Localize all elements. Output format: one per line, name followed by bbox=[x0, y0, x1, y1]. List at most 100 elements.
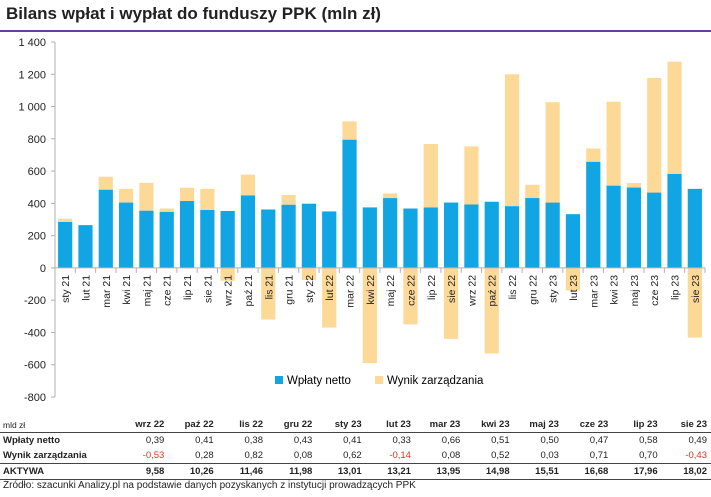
x-tick-label: maj 21 bbox=[141, 275, 153, 307]
table-col-header: gru 22 bbox=[283, 419, 313, 430]
table-cell: 13,95 bbox=[414, 463, 465, 480]
bar-management bbox=[58, 218, 73, 222]
bar-inflows bbox=[423, 207, 438, 268]
y-tick-label: 800 bbox=[28, 134, 46, 146]
x-tick-label: wrz 21 bbox=[223, 275, 235, 307]
bar-inflows bbox=[504, 206, 520, 268]
y-tick-label: -400 bbox=[24, 327, 46, 339]
bar-management bbox=[626, 183, 642, 188]
table-cell: 0,38 bbox=[217, 432, 267, 448]
table-cell: 0,62 bbox=[343, 450, 362, 461]
table-cell: 13,21 bbox=[365, 463, 415, 480]
bar-inflows bbox=[301, 203, 317, 268]
bar-inflows bbox=[464, 204, 479, 268]
x-tick-label: sty 23 bbox=[548, 275, 560, 303]
bar-inflows bbox=[383, 198, 398, 268]
table-col-header: wrz 22 bbox=[135, 419, 165, 430]
legend-label-inflows: Wpłaty netto bbox=[287, 375, 351, 387]
bar-management bbox=[484, 267, 499, 354]
table-cell: 0,71 bbox=[589, 450, 609, 461]
table-cell: 0,70 bbox=[639, 450, 658, 461]
bar-inflows bbox=[443, 202, 459, 268]
bar-management bbox=[545, 102, 560, 203]
table-row-management: Wynik zarządzania -0,53 0,28 0,82 0,08 0… bbox=[0, 448, 711, 464]
x-tick-label: gru 22 bbox=[527, 275, 539, 305]
x-tick-label: sie 23 bbox=[690, 275, 702, 303]
x-tick-label: mar 23 bbox=[588, 275, 600, 308]
source-note: Źródło: szacunki Analizy.pl na podstawie… bbox=[3, 480, 416, 491]
table-cell: 0,08 bbox=[441, 450, 461, 461]
y-tick-label: 0 bbox=[40, 263, 46, 275]
bar-management bbox=[647, 77, 662, 193]
table-cell: 0,52 bbox=[491, 450, 510, 461]
x-tick-label: lip 22 bbox=[426, 275, 438, 300]
x-tick-label: gru 21 bbox=[284, 275, 296, 305]
bar-inflows bbox=[626, 187, 642, 268]
table-cell: -0,14 bbox=[389, 450, 411, 461]
bar-inflows bbox=[647, 192, 662, 268]
table-col-header: sie 23 bbox=[680, 419, 707, 430]
bar-management bbox=[423, 143, 438, 208]
table-cell: 18,02 bbox=[661, 463, 711, 480]
bar-inflows bbox=[687, 188, 702, 268]
table-cell: 0,50 bbox=[513, 432, 563, 448]
table-cell: 0,41 bbox=[168, 432, 218, 448]
bar-inflows bbox=[139, 210, 154, 268]
y-tick-label: 1 000 bbox=[18, 102, 46, 114]
table-col-header: lut 23 bbox=[386, 419, 411, 430]
x-tick-label: paź 21 bbox=[243, 275, 255, 307]
x-tick-label: lut 22 bbox=[324, 275, 336, 301]
bar-inflows bbox=[484, 201, 499, 268]
table-col-header: paź 22 bbox=[184, 419, 214, 430]
x-tick-label: lis 22 bbox=[507, 275, 519, 300]
bar-inflows bbox=[606, 185, 621, 268]
chart-title: Bilans wpłat i wypłat do funduszy PPK (m… bbox=[6, 4, 381, 23]
x-tick-label: sty 22 bbox=[304, 275, 316, 303]
table-cell: 0,51 bbox=[464, 432, 514, 448]
table-col-header: kwi 23 bbox=[481, 419, 510, 430]
title-underline bbox=[0, 30, 711, 32]
table-cell: 9,58 bbox=[119, 463, 169, 480]
table-cell: 17,96 bbox=[612, 463, 662, 480]
bar-inflows bbox=[525, 198, 540, 268]
bar-management bbox=[565, 267, 581, 291]
table-unit-label: mld zł bbox=[3, 419, 26, 430]
legend-swatch-inflows bbox=[275, 376, 283, 384]
x-tick-label: sie 21 bbox=[202, 275, 214, 303]
bar-series bbox=[58, 61, 702, 364]
table-col-header: mar 23 bbox=[429, 419, 461, 430]
bar-management bbox=[687, 267, 702, 338]
bar-inflows bbox=[586, 161, 601, 268]
y-tick-label: 1 200 bbox=[18, 69, 46, 81]
table-row-label: Wynik zarządzania bbox=[3, 450, 87, 461]
bar-management bbox=[220, 267, 235, 281]
bar-management bbox=[606, 101, 621, 186]
x-tick-label: sty 21 bbox=[60, 275, 72, 303]
table-cell: 0,28 bbox=[195, 450, 214, 461]
table-header-row: mld zł wrz 22 paź 22 lis 22 gru 22 sty 2… bbox=[0, 417, 711, 433]
bar-management bbox=[281, 194, 296, 205]
table-row-assets: AKTYWA 9,58 10,26 11,46 11,98 13,01 13,2… bbox=[0, 463, 711, 480]
y-tick-label: 200 bbox=[28, 231, 46, 243]
x-tick-label: lut 23 bbox=[568, 275, 580, 301]
table-col-header: cze 23 bbox=[579, 419, 609, 430]
bar-inflows bbox=[179, 200, 195, 268]
bar-management bbox=[301, 267, 317, 281]
y-tick-label: -200 bbox=[24, 295, 46, 307]
table-cell: 16,68 bbox=[562, 463, 613, 480]
x-tick-label: paź 22 bbox=[487, 275, 499, 307]
bar-inflows bbox=[220, 210, 235, 268]
x-tick-label: mar 22 bbox=[345, 275, 357, 308]
bar-management bbox=[586, 148, 601, 162]
bar-inflows bbox=[240, 195, 256, 268]
bar-inflows bbox=[261, 209, 276, 268]
bar-management bbox=[342, 121, 357, 140]
x-tick-label: cze 21 bbox=[162, 275, 174, 306]
table-cell: 13,01 bbox=[316, 463, 366, 480]
bar-management bbox=[504, 74, 520, 207]
x-tick-label: mar 21 bbox=[101, 275, 113, 308]
x-tick-label: cze 23 bbox=[649, 275, 661, 306]
bar-management bbox=[667, 61, 682, 174]
table-cell: 11,98 bbox=[266, 463, 317, 480]
bar-inflows bbox=[159, 211, 174, 268]
